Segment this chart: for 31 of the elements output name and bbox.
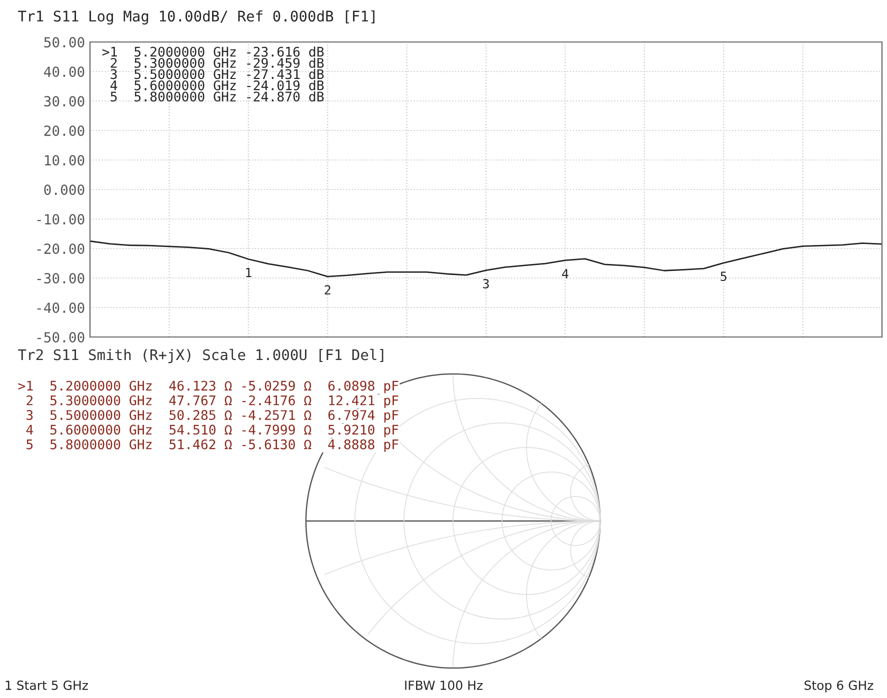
annotation: 3 5.5000000 GHz -27.431 dB: [110, 68, 324, 80]
annotation: >1 5.2000000 GHz -23.616 dB: [102, 46, 324, 57]
chart-title: Tr1 S11 Log Mag 10.00dB/ Ref 0.000dB [F1]: [18, 10, 374, 25]
text: 2 5.3000000 GHz 47.767 Ω -2.4176 Ω 12.421 pF: [26, 395, 398, 408]
annotation: 5 5.8000000 GHz -24.870 dB: [110, 91, 324, 102]
y-tick-label: 10.00: [45, 155, 84, 166]
y-tick-label: -40.00: [37, 302, 84, 314]
annotation: 2: [324, 285, 330, 294]
y-tick-label: -20.00: [37, 244, 84, 254]
y-tick-label: 40.00: [44, 66, 84, 78]
annotation: 2 5.3000000 GHz -29.459 dB: [110, 58, 324, 68]
annotation: 3: [483, 278, 489, 288]
y-tick-label: -10.00: [37, 214, 84, 225]
annotation: 1: [246, 268, 252, 278]
text: 3 5.5000000 GHz 50.285 Ω -4.2571 Ω 6.7974 pF: [26, 410, 398, 423]
y-tick-label: 0.000: [44, 184, 84, 196]
annotation: 4: [562, 269, 568, 278]
text: 1 Start 5 GHz: [6, 680, 88, 690]
annotation: 4 5.6000000 GHz -24.019 dB: [110, 80, 324, 90]
text: Tr2 S11 Smith (R+jX) Scale 1.000U [F1 Del]: [18, 348, 384, 364]
y-tick-label: 50.00: [44, 37, 84, 48]
y-tick-label: -50.00: [37, 332, 84, 343]
text: >1 5.2000000 GHz 46.123 Ω -5.0259 Ω 6.0898 pF: [18, 380, 398, 394]
y-tick-label: 30.00: [44, 96, 84, 107]
annotation: 5: [720, 272, 726, 282]
y-tick-label: 20.00: [44, 126, 84, 136]
text: IFBW 100 Hz: [405, 680, 483, 690]
text: Stop 6 GHz: [804, 680, 874, 692]
text: 4 5.6000000 GHz 54.510 Ω -4.7999 Ω 5.9210 pF: [26, 424, 398, 438]
text: 5 5.8000000 GHz 51.462 Ω -5.6130 Ω 4.8888 pF: [26, 439, 398, 452]
y-tick-label: -30.00: [37, 273, 84, 284]
